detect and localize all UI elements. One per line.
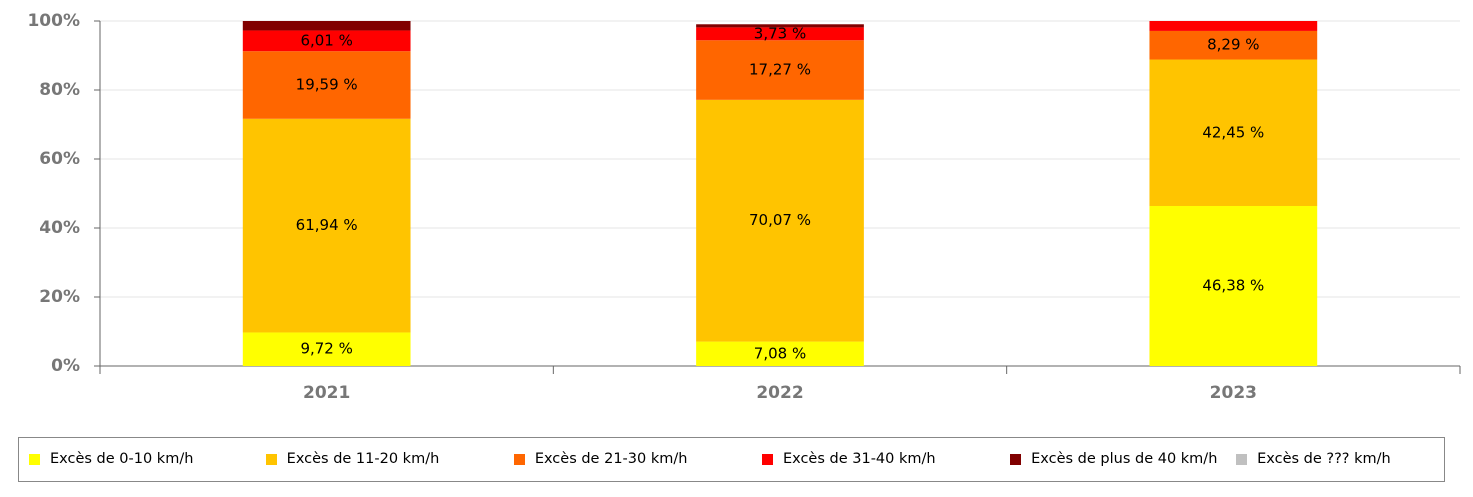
y-tick-label: 100% xyxy=(27,11,80,31)
legend-item: Excès de 11-20 km/h xyxy=(265,451,498,468)
bar-segment xyxy=(242,21,411,31)
bar-segment xyxy=(1149,30,1318,60)
bar-segment xyxy=(696,99,864,342)
y-tick-label: 80% xyxy=(39,80,80,100)
legend-swatch xyxy=(1010,454,1022,465)
bar-segment xyxy=(242,332,411,366)
data-label: 70,07 % xyxy=(749,211,811,229)
y-tick-label: 20% xyxy=(39,287,80,307)
y-tick-label: 60% xyxy=(39,149,80,169)
legend-item: Excès de 0-10 km/h xyxy=(29,451,250,468)
bar-segment xyxy=(242,118,411,333)
x-tick-label: 2021 xyxy=(303,383,350,403)
data-label: 46,38 % xyxy=(1202,276,1264,294)
legend-label: Excès de plus de 40 km/h xyxy=(1031,451,1218,467)
y-tick-label: 0% xyxy=(51,356,80,376)
data-label: 8,29 % xyxy=(1207,36,1259,54)
x-tick-label: 2022 xyxy=(756,383,803,403)
legend-label: Excès de 31-40 km/h xyxy=(782,451,936,467)
legend-swatch xyxy=(29,454,40,465)
bar-segment xyxy=(696,341,864,366)
bar-segment xyxy=(696,24,864,28)
chart: 0% 20% 40% 60% 80% 100% 2021 9,72 % 61,94 % 19,59… xyxy=(27,11,1461,403)
legend-label: Excès de ??? km/h xyxy=(1257,451,1391,467)
bar-segment xyxy=(696,40,864,100)
bar-segment xyxy=(1149,21,1318,31)
legend-item: Excès de ??? km/h xyxy=(1236,451,1428,468)
bar-segment xyxy=(1149,205,1318,366)
data-label: 3,73 % xyxy=(754,24,806,42)
data-label: 7,08 % xyxy=(754,344,806,362)
legend-swatch xyxy=(761,454,773,465)
legend-swatch xyxy=(265,454,277,465)
legend-item: Excès de 21-30 km/h xyxy=(513,451,746,468)
bar-segment xyxy=(242,51,411,119)
legend-label: Excès de 11-20 km/h xyxy=(286,451,440,467)
legend-swatch xyxy=(513,454,525,465)
legend-swatch xyxy=(1236,454,1248,465)
bar-segment xyxy=(696,27,864,41)
data-label: 42,45 % xyxy=(1202,123,1264,141)
data-label: 17,27 % xyxy=(749,61,811,79)
bar-segment xyxy=(242,30,411,52)
legend-label: Excès de 21-30 km/h xyxy=(534,451,688,467)
y-tick-label: 40% xyxy=(39,218,80,238)
data-label: 61,94 % xyxy=(296,216,358,234)
bar-segment xyxy=(1149,59,1318,206)
legend: Excès de 0-10 km/h Excès de 11-20 km/h Exc… xyxy=(18,437,1445,482)
data-label: 6,01 % xyxy=(300,31,352,49)
x-tick-label: 2023 xyxy=(1210,383,1257,403)
legend-item: Excès de plus de 40 km/h xyxy=(1010,451,1220,468)
data-label: 9,72 % xyxy=(300,340,352,358)
legend-label: Excès de 0-10 km/h xyxy=(50,451,194,467)
legend-item: Excès de 31-40 km/h xyxy=(761,451,994,468)
data-label: 19,59 % xyxy=(296,75,358,93)
